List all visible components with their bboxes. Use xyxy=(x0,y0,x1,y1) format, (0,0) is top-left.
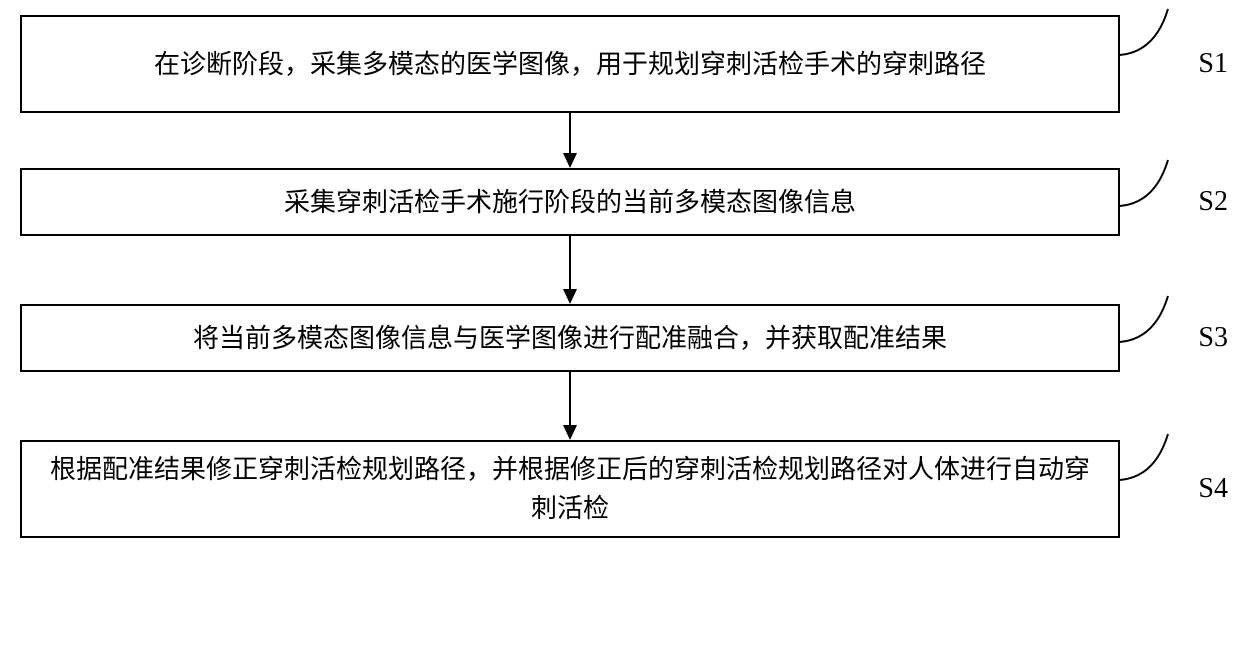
flowchart-step-s1: 在诊断阶段，采集多模态的医学图像，用于规划穿刺活检手术的穿刺路径 S1 xyxy=(20,15,1120,113)
step-text: 根据配准结果修正穿刺活检规划路径，并根据修正后的穿刺活检规划路径对人体进行自动穿… xyxy=(42,450,1098,528)
flowchart-step-s2: 采集穿刺活检手术施行阶段的当前多模态图像信息 S2 xyxy=(20,168,1120,236)
step-label: S1 xyxy=(1198,43,1228,85)
flowchart-step-s3: 将当前多模态图像信息与医学图像进行配准融合，并获取配准结果 S3 xyxy=(20,304,1120,372)
step-label: S3 xyxy=(1198,317,1228,359)
flowchart-container: 在诊断阶段，采集多模态的医学图像，用于规划穿刺活检手术的穿刺路径 S1 采集穿刺… xyxy=(20,15,1120,538)
step-text: 将当前多模态图像信息与医学图像进行配准融合，并获取配准结果 xyxy=(193,319,947,358)
flowchart-arrow xyxy=(20,372,1120,440)
connector-curve xyxy=(1120,432,1178,482)
flowchart-step-s4: 根据配准结果修正穿刺活检规划路径，并根据修正后的穿刺活检规划路径对人体进行自动穿… xyxy=(20,440,1120,538)
connector-curve xyxy=(1120,294,1178,344)
flowchart-arrow xyxy=(20,113,1120,168)
step-text: 在诊断阶段，采集多模态的医学图像，用于规划穿刺活检手术的穿刺路径 xyxy=(154,45,986,84)
step-label: S2 xyxy=(1198,181,1228,223)
flowchart-arrow xyxy=(20,236,1120,304)
step-text: 采集穿刺活检手术施行阶段的当前多模态图像信息 xyxy=(284,183,856,222)
step-label: S4 xyxy=(1198,468,1228,510)
connector-curve xyxy=(1120,158,1178,208)
connector-curve xyxy=(1120,7,1178,57)
